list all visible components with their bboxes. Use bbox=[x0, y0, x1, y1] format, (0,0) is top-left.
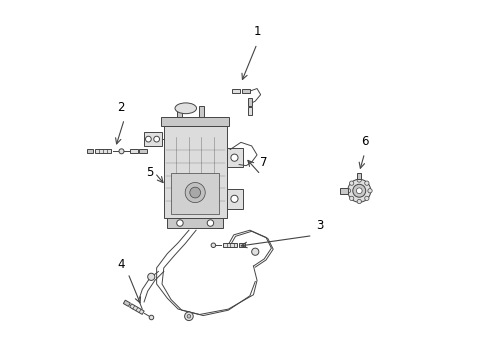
Polygon shape bbox=[247, 107, 251, 115]
Circle shape bbox=[352, 184, 365, 197]
Circle shape bbox=[367, 189, 371, 193]
Circle shape bbox=[207, 220, 213, 226]
Circle shape bbox=[153, 136, 159, 142]
Circle shape bbox=[364, 196, 368, 201]
Circle shape bbox=[356, 178, 361, 182]
Text: 1: 1 bbox=[253, 25, 260, 39]
Text: 5: 5 bbox=[145, 166, 153, 179]
Polygon shape bbox=[139, 149, 147, 153]
Circle shape bbox=[185, 183, 205, 203]
Circle shape bbox=[176, 220, 183, 226]
Circle shape bbox=[356, 199, 361, 204]
Circle shape bbox=[251, 248, 258, 255]
Bar bbox=[198, 107, 204, 117]
Circle shape bbox=[347, 179, 370, 202]
Polygon shape bbox=[95, 149, 111, 153]
Circle shape bbox=[364, 181, 368, 185]
Bar bbox=[163, 126, 226, 218]
Polygon shape bbox=[241, 89, 249, 93]
Bar bbox=[171, 173, 219, 214]
Bar bbox=[167, 218, 223, 228]
Circle shape bbox=[147, 273, 155, 280]
Polygon shape bbox=[129, 304, 144, 314]
Circle shape bbox=[230, 195, 238, 202]
Text: 3: 3 bbox=[315, 219, 323, 232]
Circle shape bbox=[119, 149, 124, 154]
Bar bbox=[226, 189, 242, 208]
Circle shape bbox=[349, 196, 353, 201]
Polygon shape bbox=[247, 98, 251, 106]
Circle shape bbox=[187, 315, 190, 318]
Text: 4: 4 bbox=[117, 258, 124, 271]
Polygon shape bbox=[123, 300, 130, 306]
Text: 6: 6 bbox=[360, 135, 367, 148]
Ellipse shape bbox=[175, 103, 196, 114]
Bar bbox=[356, 173, 361, 179]
Bar bbox=[339, 188, 348, 194]
Circle shape bbox=[145, 136, 151, 142]
Polygon shape bbox=[223, 243, 237, 247]
Polygon shape bbox=[232, 89, 240, 93]
Circle shape bbox=[149, 315, 153, 320]
Bar bbox=[144, 132, 162, 146]
Bar bbox=[176, 109, 182, 117]
Circle shape bbox=[211, 243, 215, 248]
Circle shape bbox=[346, 189, 350, 193]
Text: 7: 7 bbox=[260, 156, 267, 169]
Bar bbox=[226, 148, 242, 167]
Bar bbox=[161, 117, 229, 126]
Circle shape bbox=[184, 312, 193, 320]
Polygon shape bbox=[86, 149, 93, 153]
Circle shape bbox=[356, 188, 362, 194]
Circle shape bbox=[349, 181, 353, 185]
Text: 2: 2 bbox=[117, 101, 124, 114]
Circle shape bbox=[189, 187, 200, 198]
Polygon shape bbox=[238, 243, 244, 247]
Polygon shape bbox=[130, 149, 138, 153]
Circle shape bbox=[230, 154, 238, 161]
